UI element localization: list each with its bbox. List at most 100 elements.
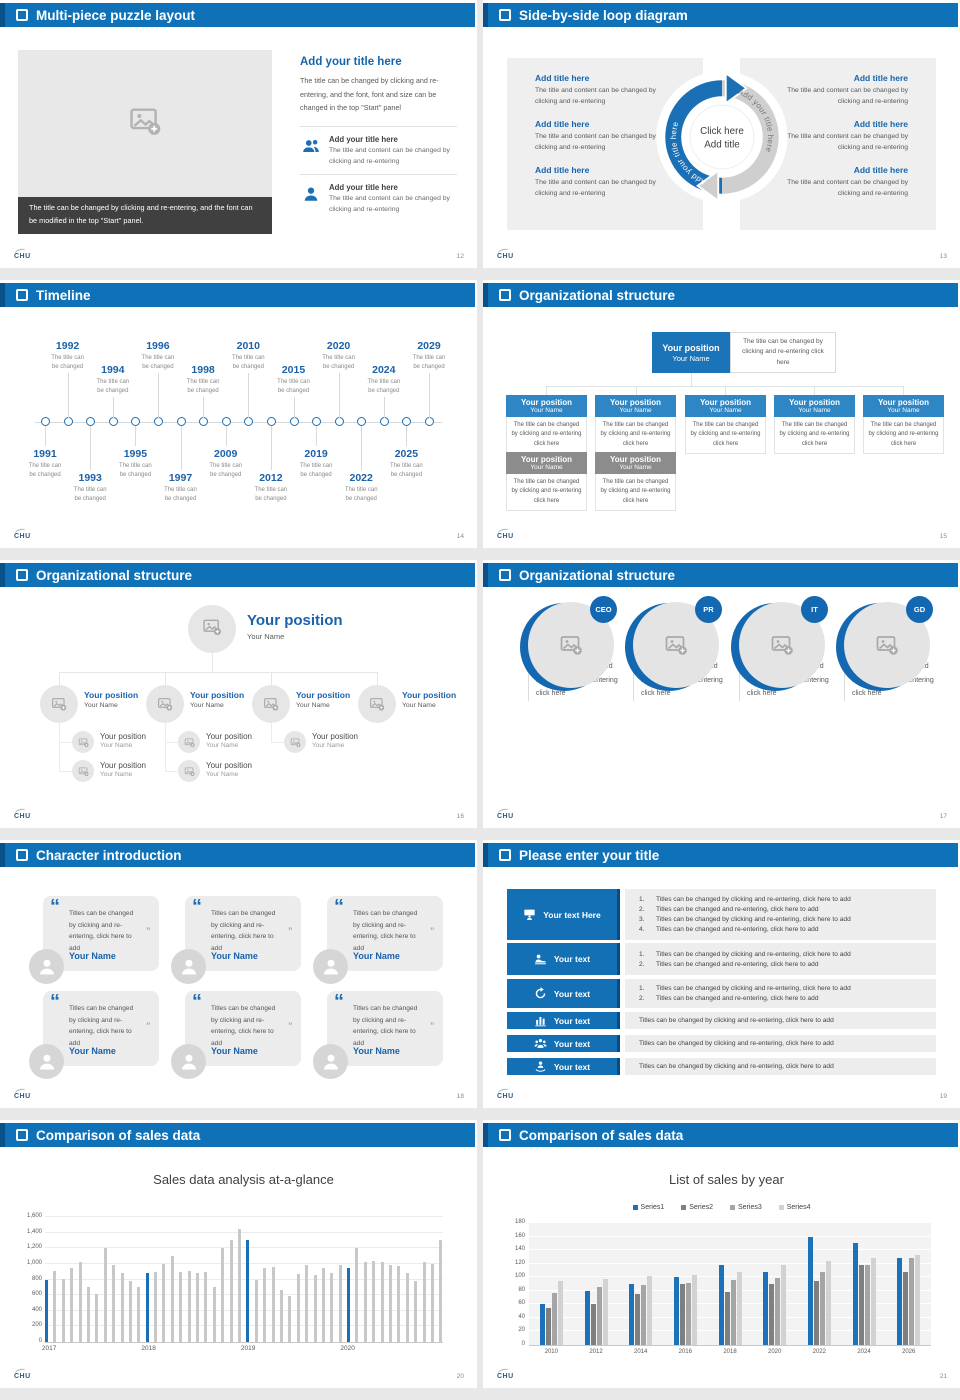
brand-logo: CHU <box>14 1373 31 1380</box>
row-text-panel: 1. Titles can be changed by clicking and … <box>625 889 936 940</box>
timeline-dot <box>266 417 276 426</box>
timeline-year: 2024 <box>372 364 396 376</box>
row-text-line: 2. Titles can be changed and re-entering,… <box>639 961 936 968</box>
row-label-box[interactable]: Your text <box>507 943 620 975</box>
row-label-box[interactable]: Your text <box>507 979 620 1008</box>
branch-name: Your Name <box>190 702 224 709</box>
row-label-box[interactable]: Your text <box>507 1035 620 1052</box>
timeline-entry: 1995 The title can be changed <box>111 448 159 479</box>
org-card-body: The title can be changed by clicking and… <box>863 417 944 454</box>
row-label-box[interactable]: Your text Here <box>507 889 620 940</box>
timeline-entry: 1993 The title can be changed <box>66 472 114 503</box>
person-desk-icon <box>534 954 546 964</box>
presentation-icon <box>524 909 535 920</box>
connector-line <box>212 653 213 672</box>
open-quote-icon: “ <box>334 896 344 918</box>
gridline <box>45 1262 443 1264</box>
row-text-line: Titles can be changed by clicking and re… <box>639 1017 936 1024</box>
org-card-header: Your position Your Name <box>506 452 587 474</box>
root-position: Your position <box>247 612 343 629</box>
loop-center-line1: Click here <box>700 126 744 137</box>
avatar <box>313 949 348 984</box>
row-text-line: Titles can be changed by clicking and re… <box>639 1063 936 1070</box>
slide-thumbnail-19[interactable]: Please enter your title Your text Here 1.… <box>483 840 960 1108</box>
chart-title: Sales data analysis at-a-glance <box>153 1172 334 1187</box>
row-label: Your text <box>553 1061 591 1072</box>
page-number: 18 <box>456 1093 464 1100</box>
slide-thumbnail-12[interactable]: Multi-piece puzzle layout The title can … <box>0 0 477 268</box>
timeline-stem <box>383 397 385 418</box>
slide-thumbnail-17[interactable]: Organizational structure CEOYoue NameYou… <box>483 560 960 828</box>
connector-line <box>59 723 60 771</box>
avatar <box>171 949 206 984</box>
image-placeholder-icon <box>184 737 194 747</box>
image-placeholder-icon <box>52 698 67 711</box>
timeline-entry: 2024 The title can be changed <box>360 364 408 395</box>
image-placeholder-icon <box>560 636 582 655</box>
chart-bar <box>355 1248 359 1342</box>
gridline <box>529 1249 931 1251</box>
slide-thumbnail-18[interactable]: Character introduction “ ” Titles can be c… <box>0 840 477 1108</box>
square-bullet-icon <box>16 569 28 581</box>
org-card: Your position Your Name The title can be c… <box>774 395 855 454</box>
character-name: Your Name <box>211 1046 258 1056</box>
slide-header: Comparison of sales data <box>483 1123 958 1147</box>
timeline-stem <box>45 426 46 446</box>
chart-bar <box>819 1271 825 1345</box>
chart-bar <box>858 1265 864 1345</box>
timeline-year: 2012 <box>259 472 283 484</box>
slide-thumbnail-13[interactable]: Side-by-side loop diagram Add title here… <box>483 0 960 268</box>
timeline-entry: 1998 The title can be changed <box>179 364 227 395</box>
profile-avatar: PR <box>625 596 722 691</box>
page-number: 15 <box>939 533 947 540</box>
timeline-axis <box>35 422 442 423</box>
row-label-box[interactable]: Your text <box>507 1058 620 1075</box>
slide-thumbnail-16[interactable]: Organizational structure Your position Y… <box>0 560 477 828</box>
line-number: 1. <box>639 950 645 958</box>
slide-thumbnail-20[interactable]: Comparison of sales data Sales data anal… <box>0 1120 477 1388</box>
branch-position: Your position <box>84 690 139 700</box>
x-axis-label: 2022 <box>812 1349 826 1355</box>
slide-thumbnail-14[interactable]: Timeline 1991 The title can be changed 199… <box>0 280 477 548</box>
timeline-caption: The title can be changed <box>277 379 310 394</box>
slide-thumbnail-21[interactable]: Comparison of sales data List of sales b… <box>483 1120 960 1388</box>
legend-swatch <box>730 1205 735 1210</box>
timeline-dot <box>86 417 96 426</box>
line-number: 1. <box>639 896 645 903</box>
connector-line <box>271 723 272 742</box>
chart-bar <box>229 1240 233 1342</box>
row-text-panel: 1. Titles can be changed by clicking and … <box>625 979 936 1008</box>
timeline-stem <box>225 426 227 446</box>
role-badge: CEO <box>590 596 617 623</box>
person-icon <box>39 1054 54 1069</box>
timeline-entry: 2015 The title can be changed <box>270 364 318 395</box>
org-card-position: Your position <box>789 398 840 407</box>
line-text: Titles can be changed by clicking and re… <box>656 896 851 903</box>
row-label-box[interactable]: Your text <box>507 1012 620 1029</box>
chart-bar <box>430 1263 434 1342</box>
x-axis-label: 2012 <box>589 1349 603 1355</box>
timeline-entry: 2029 The title can be changed <box>405 340 453 371</box>
square-bullet-icon <box>499 9 511 21</box>
y-axis-label: 0 <box>38 1338 42 1344</box>
branch-text: Your position Your Name <box>84 690 156 709</box>
page-number: 20 <box>456 1373 464 1380</box>
slide-thumbnail-15[interactable]: Organizational structure Your position Y… <box>483 280 960 548</box>
image-placeholder-icon <box>128 104 162 143</box>
row-label: Your text <box>553 1038 591 1049</box>
slide-title: Character introduction <box>36 847 182 863</box>
loop-item: Add title here The title and content can … <box>778 165 908 199</box>
image-placeholder <box>18 50 272 197</box>
timeline-entry: 2025 The title can be changed <box>382 448 430 479</box>
row-label: Your text <box>553 1015 591 1026</box>
sub-position: Your position <box>206 732 252 741</box>
connector-line <box>59 771 72 772</box>
connector-stub <box>546 386 547 395</box>
chart-bar <box>864 1265 870 1345</box>
sub-name: Your Name <box>100 742 133 749</box>
x-axis-label: 2019 <box>240 1345 256 1352</box>
y-axis-label: 400 <box>31 1306 42 1313</box>
avatar <box>171 1044 206 1079</box>
branch-position: Your position <box>402 690 457 700</box>
